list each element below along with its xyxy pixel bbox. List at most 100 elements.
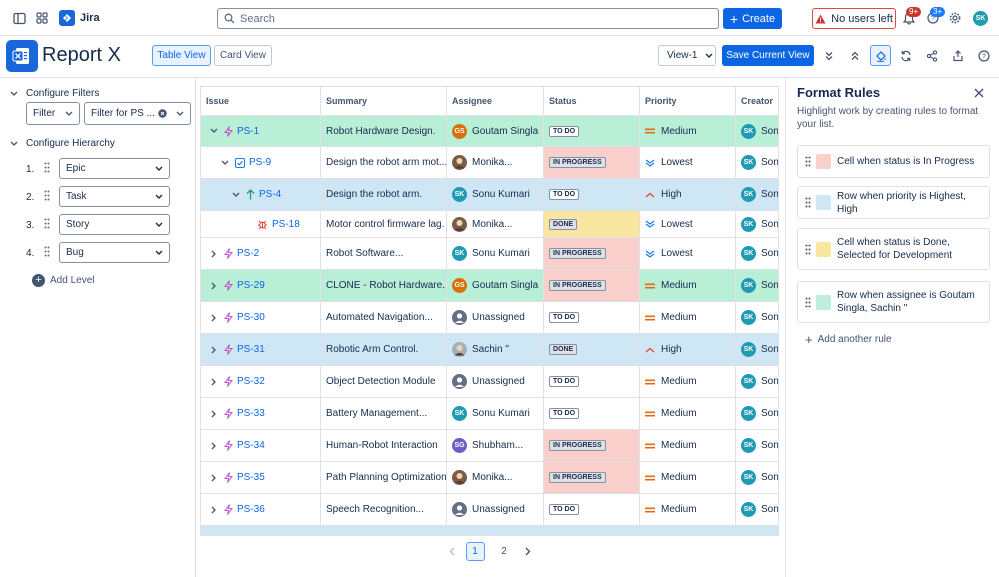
- assignee-cell[interactable]: Monika...: [447, 462, 544, 493]
- creator-cell[interactable]: SK Son: [736, 398, 778, 429]
- expand-chevron-icon[interactable]: [209, 474, 219, 482]
- issue-key-link[interactable]: PS-1: [237, 125, 260, 137]
- creator-cell[interactable]: SK Son: [736, 116, 778, 146]
- creator-cell[interactable]: SK Son: [736, 462, 778, 493]
- priority-cell[interactable]: Lowest: [640, 238, 736, 269]
- issue-cell[interactable]: PS-31: [201, 334, 321, 365]
- close-icon[interactable]: [974, 88, 986, 100]
- assignee-cell[interactable]: SK Sonu Kumari: [447, 238, 544, 269]
- drag-handle-icon[interactable]: [805, 244, 811, 255]
- issue-key-link[interactable]: PS-32: [237, 376, 265, 387]
- search-input[interactable]: Search: [217, 8, 719, 29]
- prev-page-icon[interactable]: [449, 547, 455, 556]
- summary-cell[interactable]: Automated Navigation...: [321, 302, 447, 333]
- assignee-cell[interactable]: GS Goutam Singla: [447, 270, 544, 301]
- add-level-button[interactable]: + Add Level: [32, 274, 94, 287]
- issue-key-link[interactable]: PS-9: [249, 157, 272, 168]
- table-row[interactable]: PS-4 Design the robot arm. SK Sonu Kumari TO…: [201, 179, 778, 211]
- settings-gear-icon[interactable]: [947, 10, 963, 26]
- issue-cell[interactable]: PS-33: [201, 398, 321, 429]
- issue-key-link[interactable]: PS-36: [237, 504, 265, 515]
- summary-cell[interactable]: Speech Recognition...: [321, 494, 447, 525]
- issue-key-link[interactable]: PS-35: [237, 472, 265, 483]
- priority-cell[interactable]: Medium: [640, 462, 736, 493]
- collapse-chevron-icon[interactable]: [209, 128, 219, 134]
- drag-handle-icon[interactable]: [44, 162, 50, 173]
- creator-cell[interactable]: SK Son: [736, 238, 778, 269]
- column-header-status[interactable]: Status: [544, 87, 640, 115]
- issue-key-link[interactable]: PS-33: [237, 408, 265, 419]
- export-icon[interactable]: [950, 48, 966, 64]
- format-rule-item[interactable]: Cell when status is Done, Selected for D…: [797, 228, 990, 270]
- hierarchy-level-select-epic[interactable]: Epic: [59, 158, 170, 179]
- assignee-cell[interactable]: Unassigned: [447, 366, 544, 397]
- priority-cell[interactable]: Medium: [640, 430, 736, 461]
- table-row[interactable]: PS-31 Robotic Arm Control. Sachin " DONE Hig…: [201, 334, 778, 366]
- priority-cell[interactable]: Medium: [640, 494, 736, 525]
- assignee-cell[interactable]: Sachin ": [447, 334, 544, 365]
- add-another-rule-button[interactable]: + Add another rule: [805, 333, 892, 346]
- format-paint-icon[interactable]: [870, 45, 891, 66]
- table-row[interactable]: PS-18 Motor control firmware lag. Monika..…: [201, 211, 778, 238]
- filter-for-select[interactable]: Filter for PS ...: [84, 102, 191, 125]
- status-cell[interactable]: IN PROGRESS: [544, 462, 640, 493]
- issue-cell[interactable]: PS-29: [201, 270, 321, 301]
- filter-select[interactable]: Filter: [26, 102, 80, 125]
- share-icon[interactable]: [924, 48, 940, 64]
- format-rule-item[interactable]: Row when assignee is Goutam Singla, Sach…: [797, 281, 990, 323]
- expand-chevron-icon[interactable]: [209, 282, 219, 290]
- issue-cell[interactable]: PS-30: [201, 302, 321, 333]
- page-button[interactable]: 2: [501, 545, 507, 557]
- refresh-icon[interactable]: [898, 48, 914, 64]
- table-row[interactable]: PS-29 CLONE - Robot Hardware... GS Goutam S…: [201, 270, 778, 302]
- assignee-cell[interactable]: SK Sonu Kumari: [447, 179, 544, 210]
- status-cell[interactable]: IN PROGRESS: [544, 238, 640, 269]
- status-cell[interactable]: TO DO: [544, 179, 640, 210]
- priority-cell[interactable]: High: [640, 179, 736, 210]
- sidebar-toggle-icon[interactable]: [11, 10, 27, 26]
- drag-handle-icon[interactable]: [44, 246, 50, 257]
- creator-cell[interactable]: SK Son: [736, 366, 778, 397]
- status-cell[interactable]: TO DO: [544, 302, 640, 333]
- issue-key-link[interactable]: PS-31: [237, 344, 265, 355]
- creator-cell[interactable]: SK Son: [736, 334, 778, 365]
- collapse-chevron-icon[interactable]: [220, 160, 230, 166]
- priority-cell[interactable]: Medium: [640, 270, 736, 301]
- help-circle-icon[interactable]: ?: [976, 48, 992, 64]
- assignee-cell[interactable]: Unassigned: [447, 302, 544, 333]
- issue-cell[interactable]: PS-34: [201, 430, 321, 461]
- table-row[interactable]: PS-32 Object Detection Module Unassigned TO…: [201, 366, 778, 398]
- card-view-tab[interactable]: Card View: [214, 45, 272, 66]
- creator-cell[interactable]: SK Son: [736, 179, 778, 210]
- creator-cell[interactable]: SK Son: [736, 494, 778, 525]
- status-cell[interactable]: TO DO: [544, 494, 640, 525]
- summary-cell[interactable]: Robot Hardware Design.: [321, 116, 447, 146]
- priority-cell[interactable]: High: [640, 334, 736, 365]
- summary-cell[interactable]: Object Detection Module: [321, 366, 447, 397]
- status-cell[interactable]: DONE: [544, 334, 640, 365]
- creator-cell[interactable]: SK Son: [736, 211, 778, 237]
- status-cell[interactable]: IN PROGRESS: [544, 270, 640, 301]
- summary-cell[interactable]: CLONE - Robot Hardware...: [321, 270, 447, 301]
- clear-icon[interactable]: [158, 109, 167, 118]
- summary-cell[interactable]: Battery Management...: [321, 398, 447, 429]
- table-row[interactable]: PS-34 Human-Robot Interaction SG Shubham...…: [201, 430, 778, 462]
- issue-key-link[interactable]: PS-29: [237, 280, 265, 291]
- no-users-left-button[interactable]: No users left: [812, 8, 896, 29]
- creator-cell[interactable]: SK Son: [736, 147, 778, 178]
- expand-chevron-icon[interactable]: [209, 250, 219, 258]
- status-cell[interactable]: TO DO: [544, 116, 640, 146]
- issue-key-link[interactable]: PS-30: [237, 312, 265, 323]
- expand-chevron-icon[interactable]: [209, 346, 219, 354]
- priority-cell[interactable]: Medium: [640, 366, 736, 397]
- create-button[interactable]: + Create: [723, 8, 782, 29]
- status-cell[interactable]: DONE: [544, 211, 640, 237]
- issue-cell[interactable]: PS-2: [201, 238, 321, 269]
- hierarchy-level-select-bug[interactable]: Bug: [59, 242, 170, 263]
- hierarchy-level-select-story[interactable]: Story: [59, 214, 170, 235]
- table-row[interactable]: PS-1 Robot Hardware Design. GS Goutam Singl…: [201, 116, 778, 147]
- drag-handle-icon[interactable]: [44, 218, 50, 229]
- next-page-icon[interactable]: [525, 547, 531, 556]
- priority-cell[interactable]: Medium: [640, 302, 736, 333]
- configure-filters-toggle[interactable]: Configure Filters: [10, 88, 99, 99]
